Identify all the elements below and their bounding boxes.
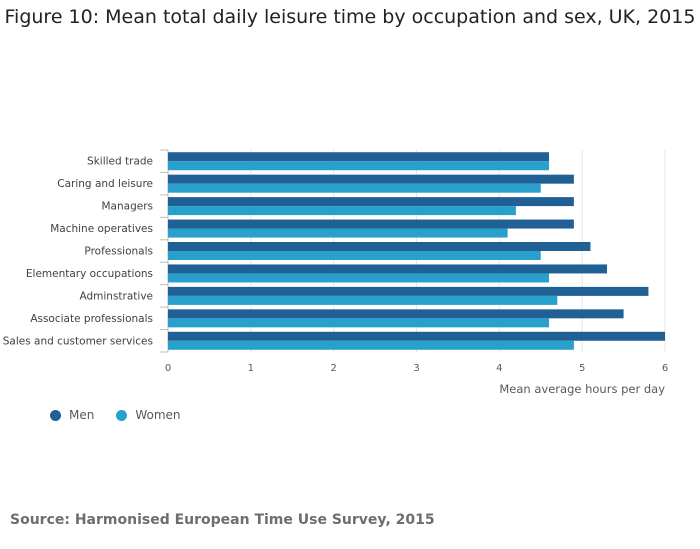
legend-label-men: Men	[69, 408, 95, 422]
x-tick-label: 3	[413, 363, 419, 374]
category-label: Skilled trade	[87, 156, 153, 168]
bar-men	[168, 197, 574, 207]
bar-men	[168, 174, 574, 184]
x-tick-label: 1	[248, 363, 254, 374]
category-label: Sales and customer services	[3, 335, 153, 347]
x-tick-label: 0	[165, 363, 171, 374]
bar-men	[168, 309, 624, 319]
bar-men	[168, 219, 574, 229]
bar-women	[168, 206, 516, 216]
x-tick-label: 6	[662, 363, 668, 374]
bar-women	[168, 340, 574, 350]
category-label: Professionals	[84, 246, 153, 258]
x-tick-label: 4	[496, 363, 502, 374]
category-label: Caring and leisure	[57, 178, 153, 190]
bar-women	[168, 183, 541, 193]
legend-swatch-men	[50, 409, 61, 421]
legend-label-women: Women	[135, 408, 181, 422]
bar-men	[168, 152, 550, 162]
x-tick-label: 2	[330, 363, 336, 374]
bar-men	[168, 242, 591, 251]
legend-swatch-women	[116, 409, 128, 421]
bar-women	[168, 251, 541, 260]
bar-men	[168, 286, 649, 296]
category-label: Managers	[102, 201, 154, 213]
x-axis-label: Mean average hours per day	[499, 382, 665, 396]
chart-title: Figure 10: Mean total daily leisure time…	[4, 6, 696, 28]
x-tick-label: 5	[579, 363, 585, 374]
bar-women	[168, 228, 508, 238]
legend-item-women[interactable]: Women	[116, 408, 181, 422]
category-label: Machine operatives	[50, 223, 153, 235]
category-label: Adminstrative	[79, 290, 153, 302]
bar-women	[168, 295, 558, 305]
legend: Men Women	[50, 408, 181, 422]
bar-men	[168, 331, 665, 341]
category-label: Elementary occupations	[26, 268, 153, 280]
category-label: Associate professionals	[30, 313, 153, 325]
bar-women	[168, 161, 550, 171]
bar-men	[168, 264, 608, 274]
bar-women	[168, 273, 550, 283]
bar-women	[168, 318, 550, 328]
source-note: Source: Harmonised European Time Use Sur…	[10, 512, 435, 528]
legend-item-men[interactable]: Men	[50, 408, 94, 422]
